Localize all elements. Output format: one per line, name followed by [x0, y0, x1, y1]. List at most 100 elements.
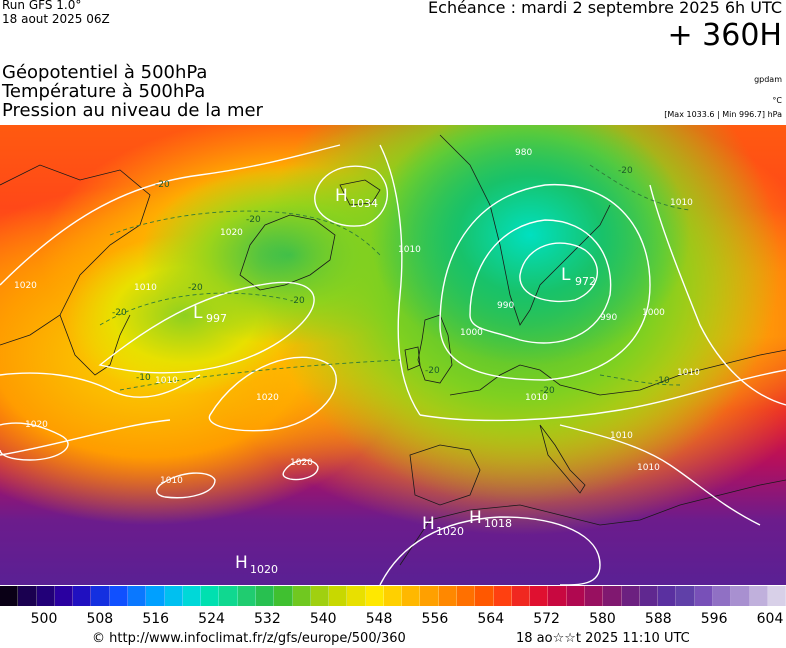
isobar-1010-nw — [0, 372, 201, 398]
coastline-ireland — [404, 346, 421, 371]
colorbar-swatch — [658, 586, 677, 606]
high-pressure-center: H — [235, 553, 248, 573]
isobar-1020-spain — [282, 459, 319, 481]
unit-temperature: °C — [772, 96, 782, 105]
isobar-1020-small — [156, 472, 216, 499]
colorbar-tick-label: 548 — [365, 611, 393, 627]
isotherm-minus10-b — [599, 374, 681, 386]
generation-timestamp: 18 ao☆☆t 2025 11:10 UTC — [516, 631, 690, 646]
colorbar-swatch — [731, 586, 750, 606]
colorbar-swatch — [475, 586, 494, 606]
colorbar-tick-label: 588 — [644, 611, 672, 627]
isobar-label: 1010 — [525, 393, 548, 403]
temperature-label: -20 — [112, 308, 127, 318]
isobar-990 — [469, 219, 612, 344]
colorbar-tick-label: 516 — [142, 611, 170, 627]
colorbar-swatch — [457, 586, 476, 606]
colorbar-swatch — [310, 586, 330, 606]
temperature-label: -10 — [655, 376, 670, 386]
isobar-1010-europe — [419, 369, 786, 422]
isobar-label: 1000 — [642, 308, 665, 318]
colorbar-swatch — [18, 586, 37, 606]
colorbar-swatch — [347, 586, 366, 606]
isobar-label: 1010 — [677, 368, 700, 378]
product-temperature: Température à 500hPa — [2, 81, 206, 102]
map-overlay: 1020 1010 1010 1020 1010 1020 990 1000 9… — [0, 134, 786, 585]
isobar-label: 990 — [600, 313, 617, 323]
colorbar-swatch — [530, 586, 549, 606]
colorbar-swatch — [548, 586, 567, 606]
high-pressure-value: 1018 — [484, 517, 512, 530]
colorbar-swatch — [402, 586, 421, 606]
isobar-1020-azores — [0, 419, 171, 456]
run-date: 18 aout 2025 06Z — [2, 12, 110, 26]
high-pressure-value: 1020 — [250, 563, 278, 576]
colorbar-tick-label: 540 — [309, 611, 337, 627]
colorbar-swatch — [0, 586, 19, 606]
isobar-label: 980 — [515, 148, 532, 158]
colorbar-swatch — [383, 586, 403, 606]
isobar-label: 1020 — [14, 281, 37, 291]
coastlines — [0, 134, 786, 566]
colorbar-swatch — [219, 586, 238, 606]
coastline-greenland — [239, 214, 336, 291]
colorbar-tick-label: 580 — [589, 611, 616, 627]
colorbar-ticks: 500 508 516 524 532 540 548 556 564 572 580 588 596 6… — [0, 611, 786, 627]
coastline-europe — [449, 349, 786, 396]
coastline-iberia — [409, 444, 481, 506]
high-pressure-center: H — [469, 508, 482, 528]
colorbar-swatch — [127, 586, 147, 606]
isobar-labels: 1020 1010 1010 1020 1010 1020 990 1000 9… — [14, 148, 700, 486]
colorbar-swatch — [365, 586, 384, 606]
colorbar-swatch — [493, 586, 512, 606]
colorbar-swatch — [511, 586, 531, 606]
valid-time: Echéance : mardi 2 septembre 2025 6h UTC — [428, 0, 782, 17]
colorbar-tick-label: 604 — [756, 611, 784, 627]
colorbar-swatch — [54, 586, 74, 606]
temperature-label: -20 — [618, 166, 633, 176]
coastline-iceland — [339, 179, 381, 206]
low-pressure-center: L — [193, 303, 203, 323]
colorbar-swatch — [292, 586, 311, 606]
colorbar-tick-label: 564 — [477, 611, 505, 627]
isobar-1010-atlantic — [98, 281, 315, 374]
colorbar-tick-label: 532 — [254, 611, 281, 627]
product-geopotential: Géopotentiel à 500hPa — [2, 62, 208, 83]
colorbar-swatch — [237, 586, 256, 606]
isotherm-minus20-b — [99, 292, 291, 326]
temperature-label: -20 — [246, 215, 261, 225]
isobar-1020-africa — [379, 516, 601, 585]
geopotential-colorbar — [0, 586, 786, 606]
isotherm-minus10-a — [119, 359, 401, 391]
colorbar-swatch — [420, 586, 439, 606]
isobar-label: 1010 — [398, 245, 421, 255]
colorbar-swatch — [164, 586, 183, 606]
temperature-label: -20 — [540, 386, 555, 396]
colorbar-tick-label: 500 — [30, 611, 58, 627]
low-pressure-value: 997 — [206, 312, 227, 325]
colorbar-swatch — [639, 586, 659, 606]
run-label: Run GFS 1.0° — [2, 0, 82, 12]
colorbar-swatch — [36, 586, 55, 606]
high-pressure-center: H — [335, 186, 348, 206]
colorbar-swatch — [146, 586, 165, 606]
isobar-label: 1010 — [670, 198, 693, 208]
colorbar-swatch — [603, 586, 622, 606]
isobar-980 — [519, 242, 598, 303]
colorbar-swatch — [329, 586, 348, 606]
colorbar-tick-label: 524 — [198, 611, 225, 627]
colorbar-swatch — [676, 586, 695, 606]
temperature-label: -20 — [155, 180, 170, 190]
product-pressure: Pression au niveau de la mer — [2, 100, 263, 121]
coastline-north-africa — [399, 479, 786, 566]
colorbar-swatch — [621, 586, 640, 606]
source-url: © http://www.infoclimat.fr/z/gfs/europe/… — [92, 631, 406, 646]
temperature-label: -10 — [136, 373, 151, 383]
isobar-label: 1000 — [460, 328, 483, 338]
colorbar-tick-label: 508 — [86, 611, 114, 627]
low-pressure-value: 972 — [575, 275, 596, 288]
isobar-1010-east — [649, 184, 786, 406]
coastline-canada — [0, 164, 151, 346]
isobar-label: 1010 — [637, 463, 660, 473]
isobar-1020-north — [0, 144, 341, 286]
